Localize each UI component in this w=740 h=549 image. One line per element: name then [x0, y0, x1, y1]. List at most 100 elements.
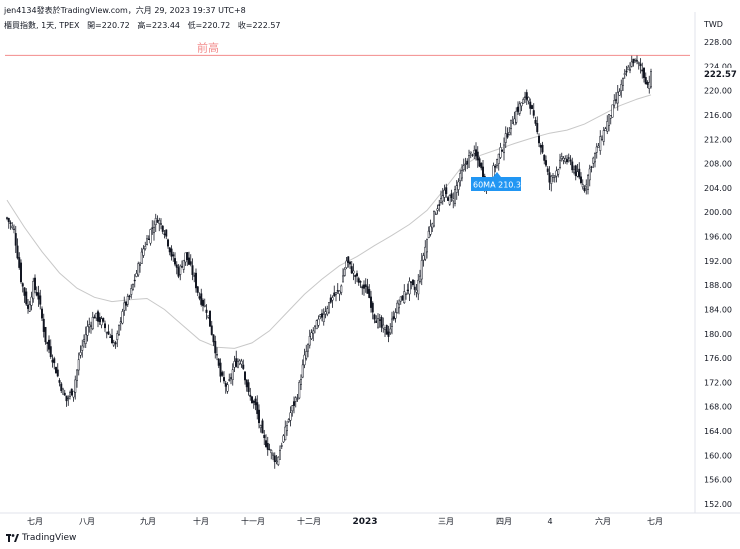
candle-body: [286, 425, 288, 432]
candle-body: [618, 91, 621, 96]
candle-body: [567, 157, 570, 159]
candle-body: [583, 187, 586, 192]
ma-badge-text: 60MA 210.3: [473, 181, 521, 190]
candle-body: [51, 359, 54, 363]
ma60-line: [6, 94, 652, 349]
candle-body: [14, 233, 17, 246]
candle-body: [342, 275, 344, 283]
candle-body: [350, 266, 353, 274]
candle-body: [392, 316, 395, 320]
candle-body: [475, 149, 477, 157]
candle-body: [476, 151, 479, 161]
candle-body: [315, 320, 318, 330]
candle-body: [504, 133, 507, 143]
candle-body: [508, 131, 511, 135]
candle-body: [569, 159, 572, 162]
candle-body: [336, 290, 339, 292]
candle-body: [499, 147, 502, 158]
candle-body: [424, 246, 427, 260]
candle-body: [193, 275, 196, 277]
candle-body: [86, 326, 89, 336]
candle-body: [74, 379, 77, 393]
candle-body: [263, 434, 266, 438]
candle-body: [296, 398, 299, 400]
candle-body: [321, 313, 323, 318]
tradingview-footer[interactable]: TradingView: [6, 533, 76, 543]
candle-body: [268, 448, 271, 451]
candle-body: [361, 286, 364, 289]
candle-body: [308, 336, 311, 346]
candle-body: [513, 118, 516, 126]
candle-body: [219, 362, 222, 377]
candle-body: [142, 248, 145, 256]
candle-body: [35, 292, 38, 296]
candle-body: [343, 268, 346, 276]
candle-body: [405, 292, 407, 295]
candle-body: [196, 286, 199, 293]
candle-body: [83, 339, 85, 342]
candle-body: [224, 383, 227, 387]
candle-body: [272, 453, 274, 456]
price-axis[interactable]: 152.00 156.00 160.00 164.00 168.00 172.00 176.…: [704, 38, 732, 509]
candle-body: [606, 121, 609, 132]
candle-body: [146, 238, 148, 245]
x-tick-label: 八月: [79, 517, 95, 526]
candle-body: [373, 314, 376, 320]
tradingview-brand: TradingView: [22, 533, 77, 543]
candle-body: [139, 264, 141, 266]
candle-body: [594, 153, 596, 163]
previous-high-line-group[interactable]: 前高: [5, 40, 690, 56]
candle-body: [380, 317, 383, 328]
candle-body: [375, 320, 378, 323]
candle-body: [70, 388, 73, 396]
candle-body: [548, 172, 551, 183]
candle-body: [525, 92, 528, 100]
y-tick-label: 216.00: [704, 111, 732, 120]
candle-body: [352, 270, 355, 274]
candle-body: [632, 58, 635, 64]
candle-body: [39, 295, 42, 305]
candle-body: [32, 281, 35, 300]
candle-body: [16, 245, 19, 259]
candle-body: [25, 291, 28, 305]
symbol-label[interactable]: 櫃買指數, 1天, TPEX: [4, 21, 80, 30]
candle-body: [462, 165, 465, 171]
candle-body: [23, 287, 26, 296]
candle-body: [448, 195, 451, 205]
candle-body: [300, 379, 302, 385]
candle-body: [454, 189, 456, 204]
candle-body: [634, 58, 637, 61]
y-tick-label: 188.00: [704, 281, 732, 290]
candle-body: [441, 195, 444, 202]
candle-body: [27, 304, 29, 309]
candle-body: [415, 289, 418, 293]
candle-body: [578, 168, 581, 178]
candle-body: [280, 445, 283, 447]
candle-body: [394, 312, 397, 319]
time-axis[interactable]: 七月 八月 九月 十月 十一月 十二月 2023 三月 四月 4 六月 七月: [27, 516, 663, 527]
candle-body: [527, 97, 530, 102]
candle-body: [77, 359, 80, 371]
y-tick-label: 212.00: [704, 135, 732, 144]
candle-body: [627, 66, 630, 71]
y-tick-label: 196.00: [704, 233, 732, 242]
candle-body: [207, 315, 210, 318]
candle-body: [604, 128, 607, 132]
ma-badge[interactable]: 60MA 210.3: [471, 172, 521, 191]
candle-body: [76, 369, 78, 381]
x-tick-label: 十二月: [297, 516, 321, 526]
candle-body: [13, 228, 15, 231]
candle-body: [639, 63, 642, 67]
candle-body: [244, 371, 246, 381]
candle-body: [592, 157, 595, 164]
candle-body: [154, 218, 157, 226]
candle-body: [170, 248, 173, 257]
candle-body: [543, 154, 546, 161]
candle-body: [328, 302, 330, 313]
candle-body: [553, 175, 556, 178]
candle-body: [277, 456, 280, 465]
candle-body: [172, 254, 175, 257]
candle-body: [135, 273, 138, 277]
candle-body: [81, 345, 84, 351]
